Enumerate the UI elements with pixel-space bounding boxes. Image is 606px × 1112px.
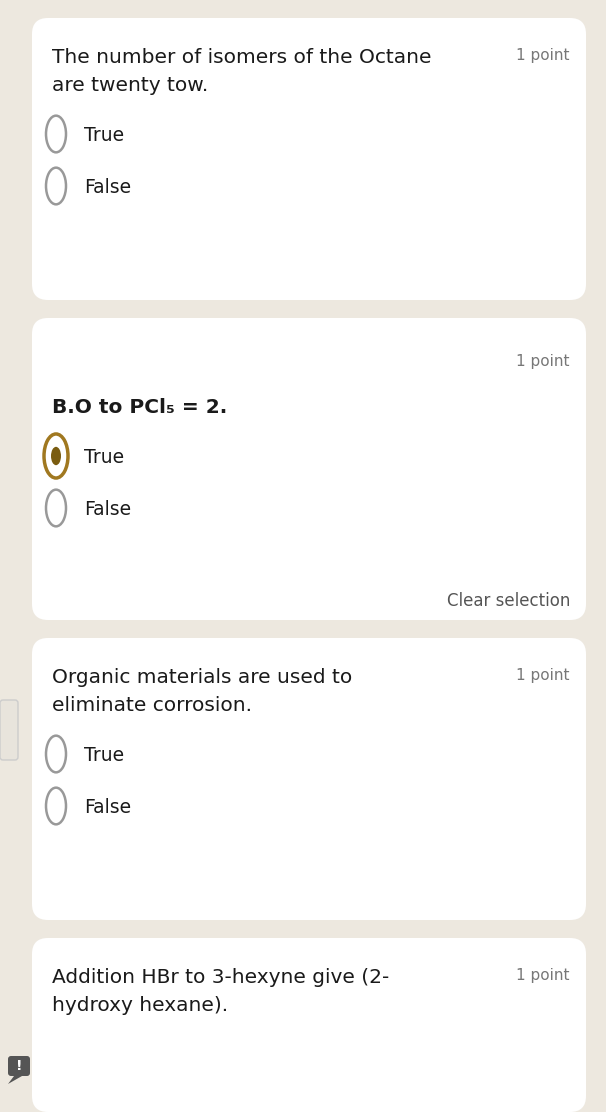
FancyBboxPatch shape bbox=[0, 699, 18, 759]
Text: are twenty tow.: are twenty tow. bbox=[52, 76, 208, 95]
FancyBboxPatch shape bbox=[32, 939, 586, 1112]
Text: B.O to PCl₅ = 2.: B.O to PCl₅ = 2. bbox=[52, 398, 227, 417]
FancyBboxPatch shape bbox=[32, 18, 586, 300]
Text: 1 point: 1 point bbox=[516, 668, 570, 683]
FancyBboxPatch shape bbox=[32, 318, 586, 620]
Text: The number of isomers of the Octane: The number of isomers of the Octane bbox=[52, 48, 431, 67]
Ellipse shape bbox=[51, 447, 61, 465]
Text: Addition HBr to 3-hexyne give (2-: Addition HBr to 3-hexyne give (2- bbox=[52, 969, 389, 987]
Text: hydroxy hexane).: hydroxy hexane). bbox=[52, 996, 228, 1015]
Text: Organic materials are used to: Organic materials are used to bbox=[52, 668, 352, 687]
Text: True: True bbox=[84, 126, 124, 145]
Text: 1 point: 1 point bbox=[516, 969, 570, 983]
Text: False: False bbox=[84, 798, 131, 817]
Text: True: True bbox=[84, 746, 124, 765]
Text: False: False bbox=[84, 500, 131, 519]
Text: 1 point: 1 point bbox=[516, 48, 570, 63]
Text: False: False bbox=[84, 178, 131, 197]
FancyBboxPatch shape bbox=[32, 638, 586, 920]
FancyBboxPatch shape bbox=[8, 1056, 30, 1076]
Text: eliminate corrosion.: eliminate corrosion. bbox=[52, 696, 252, 715]
Text: Clear selection: Clear selection bbox=[447, 592, 570, 610]
Text: 1 point: 1 point bbox=[516, 354, 570, 369]
Text: !: ! bbox=[16, 1059, 22, 1073]
Text: True: True bbox=[84, 448, 124, 467]
Polygon shape bbox=[8, 1076, 22, 1084]
